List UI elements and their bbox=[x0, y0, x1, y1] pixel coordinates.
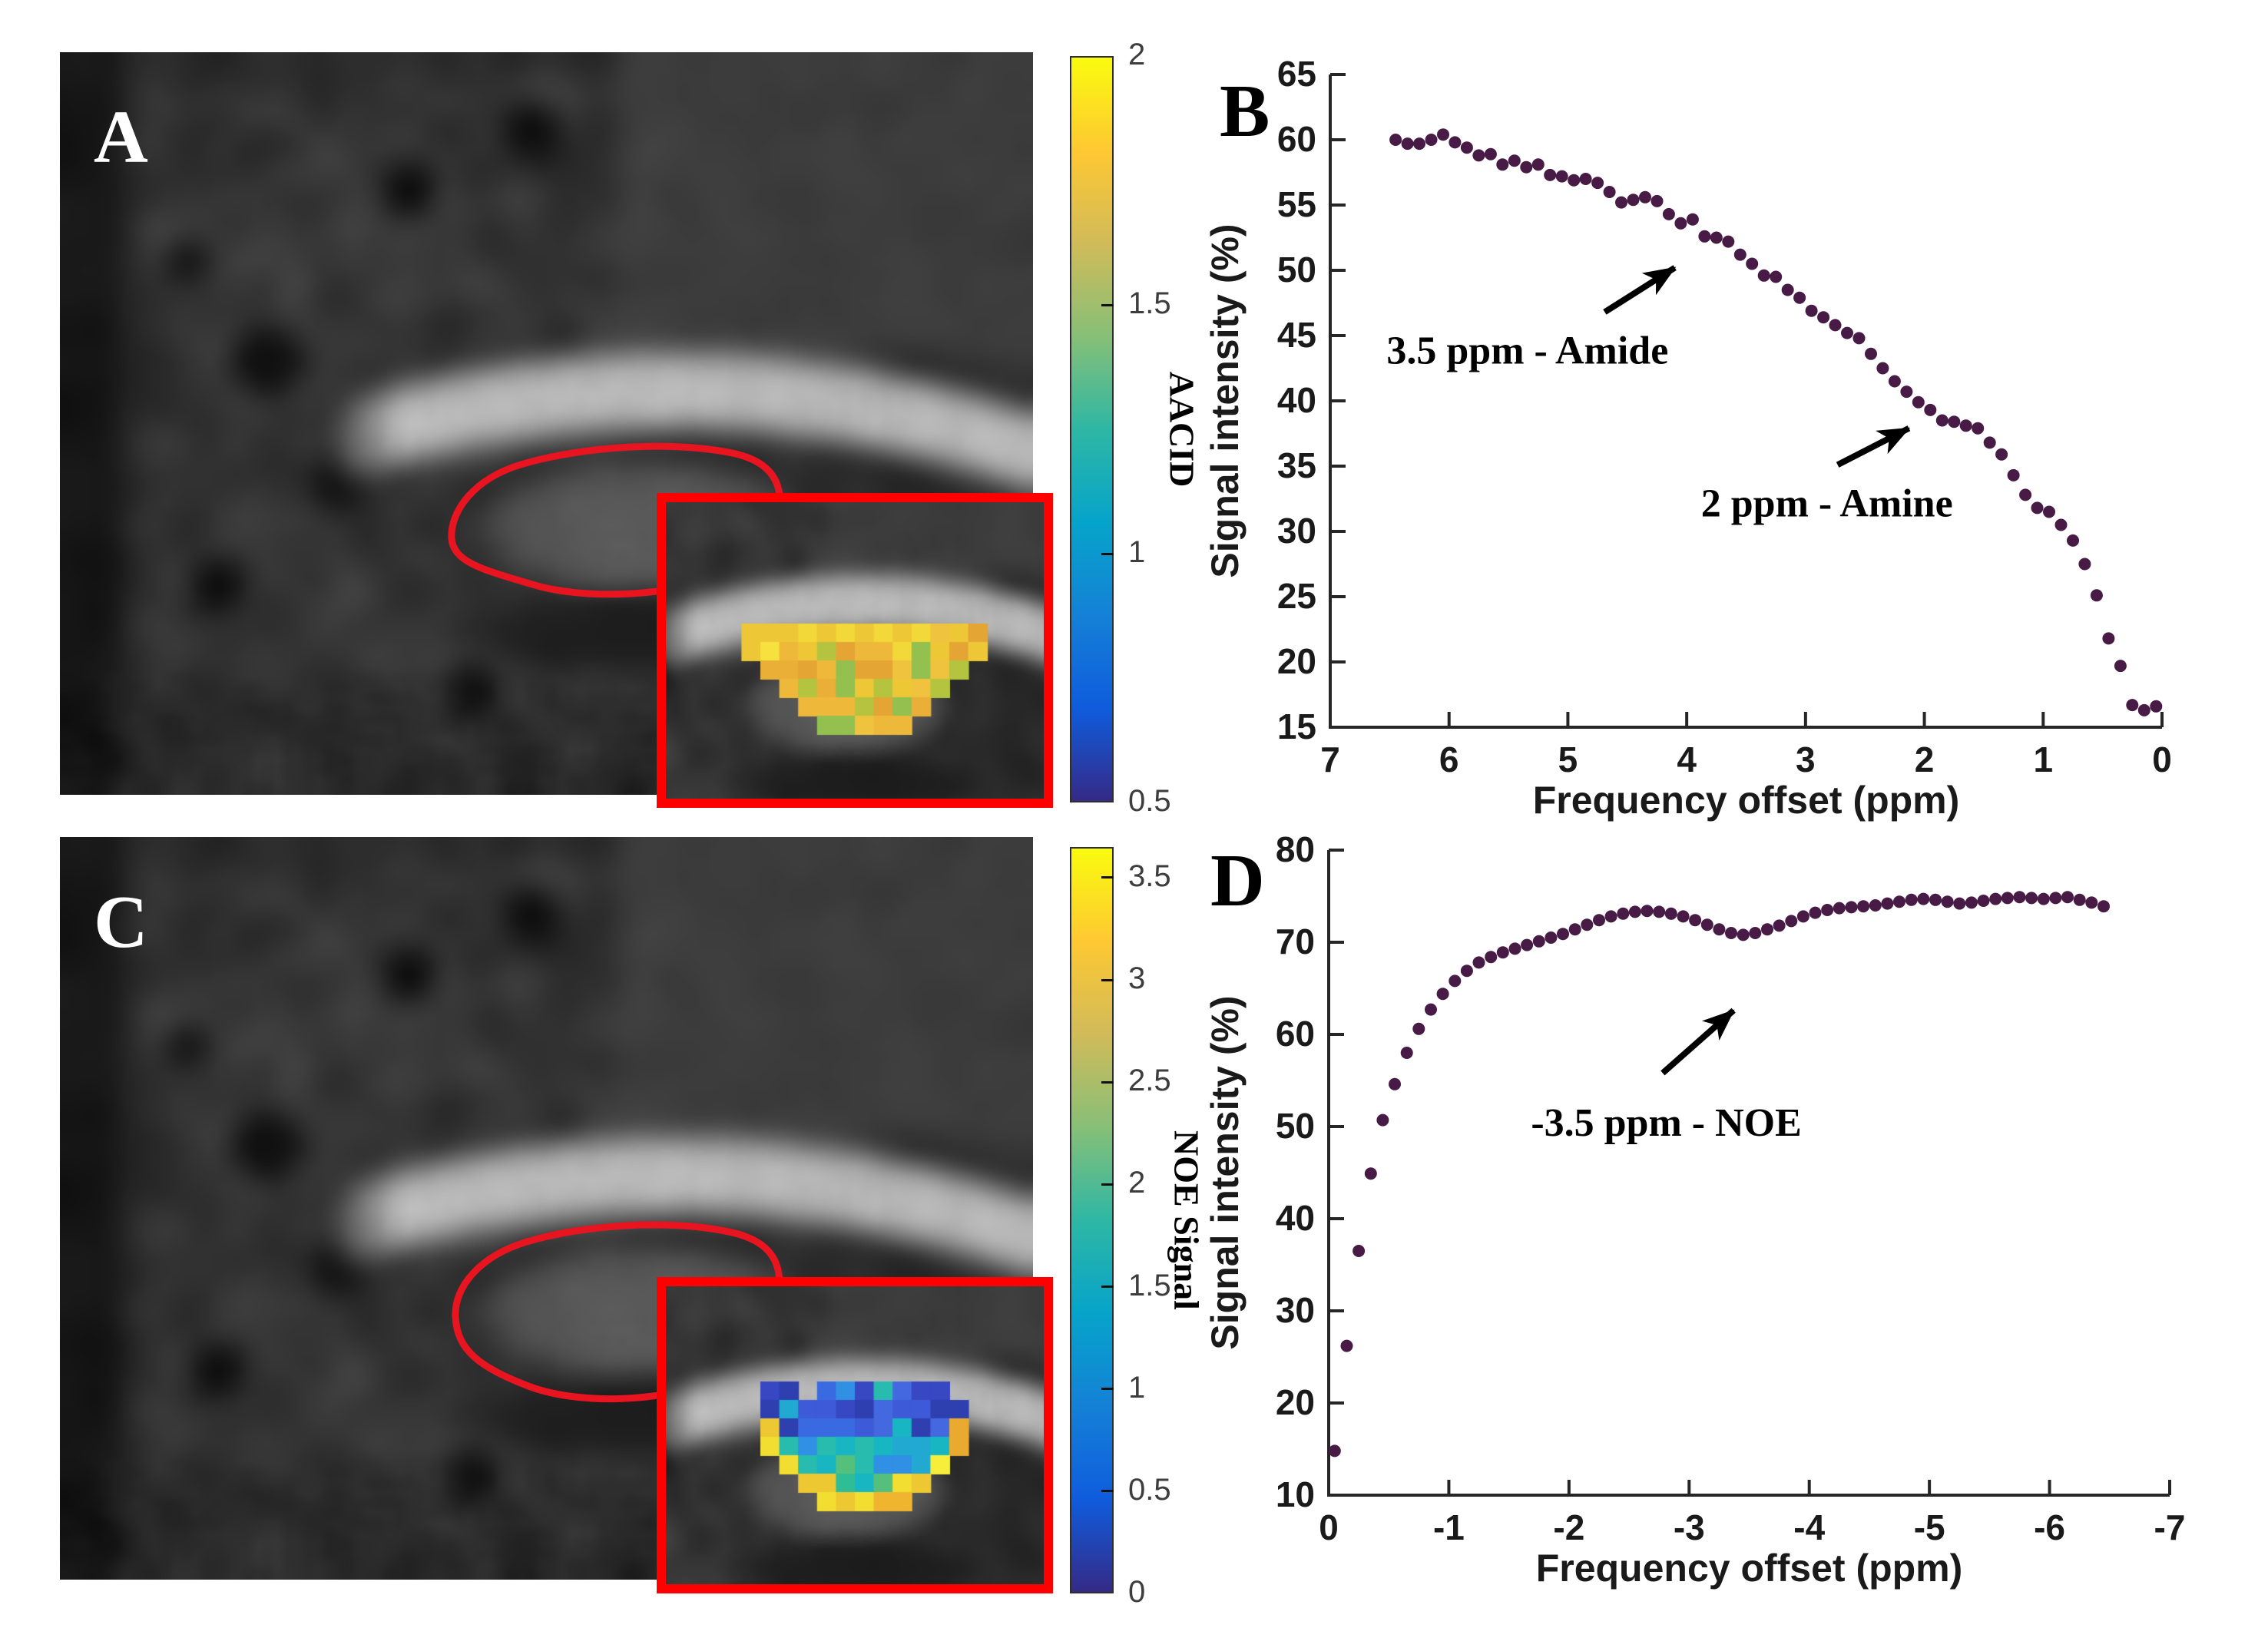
axes-D: 10 20 30 40 50 60 70 80 0 -1 -2 -3 -4 -5 -6 -7 bbox=[1276, 829, 2186, 1547]
colorbar-tick-label: 2 bbox=[1128, 38, 1146, 71]
x-tick-label: -4 bbox=[1793, 1507, 1825, 1547]
x-tick-label: -1 bbox=[1433, 1507, 1465, 1547]
colorbar-tick-label: 1 bbox=[1128, 1370, 1146, 1405]
panel-a-mri: A bbox=[60, 52, 1053, 808]
x-tick-label: 4 bbox=[1677, 740, 1697, 779]
y-tick-label: 80 bbox=[1276, 829, 1315, 869]
annotation: 2 ppm - Amine bbox=[1701, 425, 1953, 526]
colorbar-tick-mark bbox=[1101, 1286, 1114, 1289]
colorbar-aacid-title: AACID bbox=[1162, 371, 1202, 488]
data-points-B bbox=[1389, 128, 2163, 716]
y-tick-label: 10 bbox=[1276, 1474, 1315, 1514]
x-axis-label: Frequency offset (ppm) bbox=[1536, 1547, 1963, 1590]
aacid-overlay-map bbox=[666, 502, 1044, 799]
annotation: -3.5 ppm - NOE bbox=[1531, 1008, 1802, 1145]
y-tick-label: 60 bbox=[1276, 1014, 1315, 1054]
annotation-text: -3.5 ppm - NOE bbox=[1531, 1101, 1801, 1145]
y-tick-label: 45 bbox=[1277, 315, 1316, 355]
colorbar-tick-label: 3 bbox=[1128, 961, 1146, 996]
colorbar-tick-mark bbox=[1101, 552, 1114, 555]
x-tick-label: -2 bbox=[1553, 1507, 1584, 1547]
annotation: 3.5 ppm - Amide bbox=[1386, 265, 1677, 373]
y-tick-label: 70 bbox=[1276, 922, 1315, 961]
x-tick-label: 0 bbox=[1319, 1507, 1339, 1547]
colorbar-tick-mark bbox=[1101, 1490, 1114, 1493]
y-tick-label: 35 bbox=[1277, 445, 1316, 485]
y-tick-label: 50 bbox=[1276, 1106, 1315, 1146]
y-axis-label: Signal intensity (%) bbox=[1204, 223, 1247, 577]
x-tick-label: 6 bbox=[1439, 740, 1459, 779]
panel-c-mri: C bbox=[60, 837, 1053, 1593]
x-tick-label: 1 bbox=[2033, 740, 2053, 779]
colorbar-aacid-gradient bbox=[1070, 56, 1114, 802]
colorbar-tick-label: 1.5 bbox=[1128, 286, 1171, 320]
colorbar-tick-label: 1.5 bbox=[1128, 1268, 1171, 1302]
y-axis-label: Signal intensity (%) bbox=[1204, 995, 1247, 1349]
y-tick-label: 55 bbox=[1277, 184, 1316, 224]
y-tick-label: 60 bbox=[1277, 119, 1316, 159]
colorbar-tick-label: 1 bbox=[1128, 535, 1146, 569]
x-tick-label: 5 bbox=[1558, 740, 1578, 779]
data-points-D bbox=[1328, 891, 2110, 1458]
y-tick-label: 40 bbox=[1277, 380, 1316, 420]
chart-d-noe-spectrum: 10 20 30 40 50 60 70 80 0 -1 -2 -3 -4 -5 -6 -7 Signal in… bbox=[1204, 829, 2186, 1590]
x-tick-label: -6 bbox=[2034, 1507, 2065, 1547]
colorbar-tick-label: 0.5 bbox=[1128, 1472, 1171, 1507]
colorbar-tick-label: 2.5 bbox=[1128, 1064, 1171, 1098]
x-tick-label: 0 bbox=[2152, 740, 2172, 779]
inset-zoom-noe bbox=[657, 1277, 1053, 1593]
annotation-arrow bbox=[1836, 425, 1911, 468]
y-tick-label: 30 bbox=[1277, 511, 1316, 551]
colorbar-tick-label: 0 bbox=[1128, 1575, 1146, 1609]
x-axis-label: Frequency offset (ppm) bbox=[1533, 779, 1960, 822]
x-tick-label: -7 bbox=[2154, 1507, 2186, 1547]
panel-label-b: B bbox=[1220, 70, 1270, 153]
annotation-text: 3.5 ppm - Amide bbox=[1386, 329, 1668, 373]
colorbar-tick-mark bbox=[1101, 303, 1114, 306]
noe-overlay-map bbox=[666, 1286, 1044, 1584]
colorbar-noe-gradient bbox=[1070, 847, 1114, 1593]
annotation-arrow bbox=[1660, 1008, 1736, 1076]
y-tick-label: 20 bbox=[1276, 1382, 1315, 1422]
colorbar-tick-mark bbox=[1101, 1080, 1114, 1084]
colorbar-tick-label: 0.5 bbox=[1128, 784, 1171, 818]
colorbar-noe: NOE Signal 3.5 3 2.5 2 1.5 1 0.5 0 bbox=[1070, 847, 1239, 1609]
annotation-text: 2 ppm - Amine bbox=[1701, 482, 1953, 526]
colorbar-tick-mark bbox=[1101, 1388, 1114, 1391]
colorbar-tick-mark bbox=[1101, 978, 1114, 981]
panel-label-c: C bbox=[94, 881, 148, 964]
x-tick-label: -5 bbox=[1914, 1507, 1945, 1547]
y-tick-label: 15 bbox=[1277, 706, 1316, 746]
x-tick-label: 2 bbox=[1915, 740, 1935, 779]
y-tick-label: 30 bbox=[1276, 1290, 1315, 1330]
y-tick-label: 25 bbox=[1277, 576, 1316, 616]
colorbar-tick-mark bbox=[1101, 1183, 1114, 1186]
panel-label-a: A bbox=[94, 96, 148, 179]
colorbar-tick-label: 3.5 bbox=[1128, 859, 1171, 893]
panel-label-d: D bbox=[1210, 839, 1265, 922]
y-tick-label: 65 bbox=[1277, 54, 1316, 94]
colorbar-aacid: AACID 2 1.5 1 0.5 bbox=[1070, 38, 1239, 818]
x-tick-label: 3 bbox=[1796, 740, 1816, 779]
y-tick-label: 50 bbox=[1277, 250, 1316, 290]
annotation-arrow bbox=[1603, 265, 1677, 315]
colorbar-tick-label: 2 bbox=[1128, 1166, 1146, 1200]
y-tick-label: 20 bbox=[1277, 641, 1316, 681]
inset-zoom-aacid bbox=[657, 493, 1053, 808]
x-tick-label: 7 bbox=[1320, 740, 1340, 779]
x-tick-label: -3 bbox=[1674, 1507, 1705, 1547]
y-tick-label: 40 bbox=[1276, 1198, 1315, 1238]
colorbar-tick-mark bbox=[1101, 876, 1114, 879]
